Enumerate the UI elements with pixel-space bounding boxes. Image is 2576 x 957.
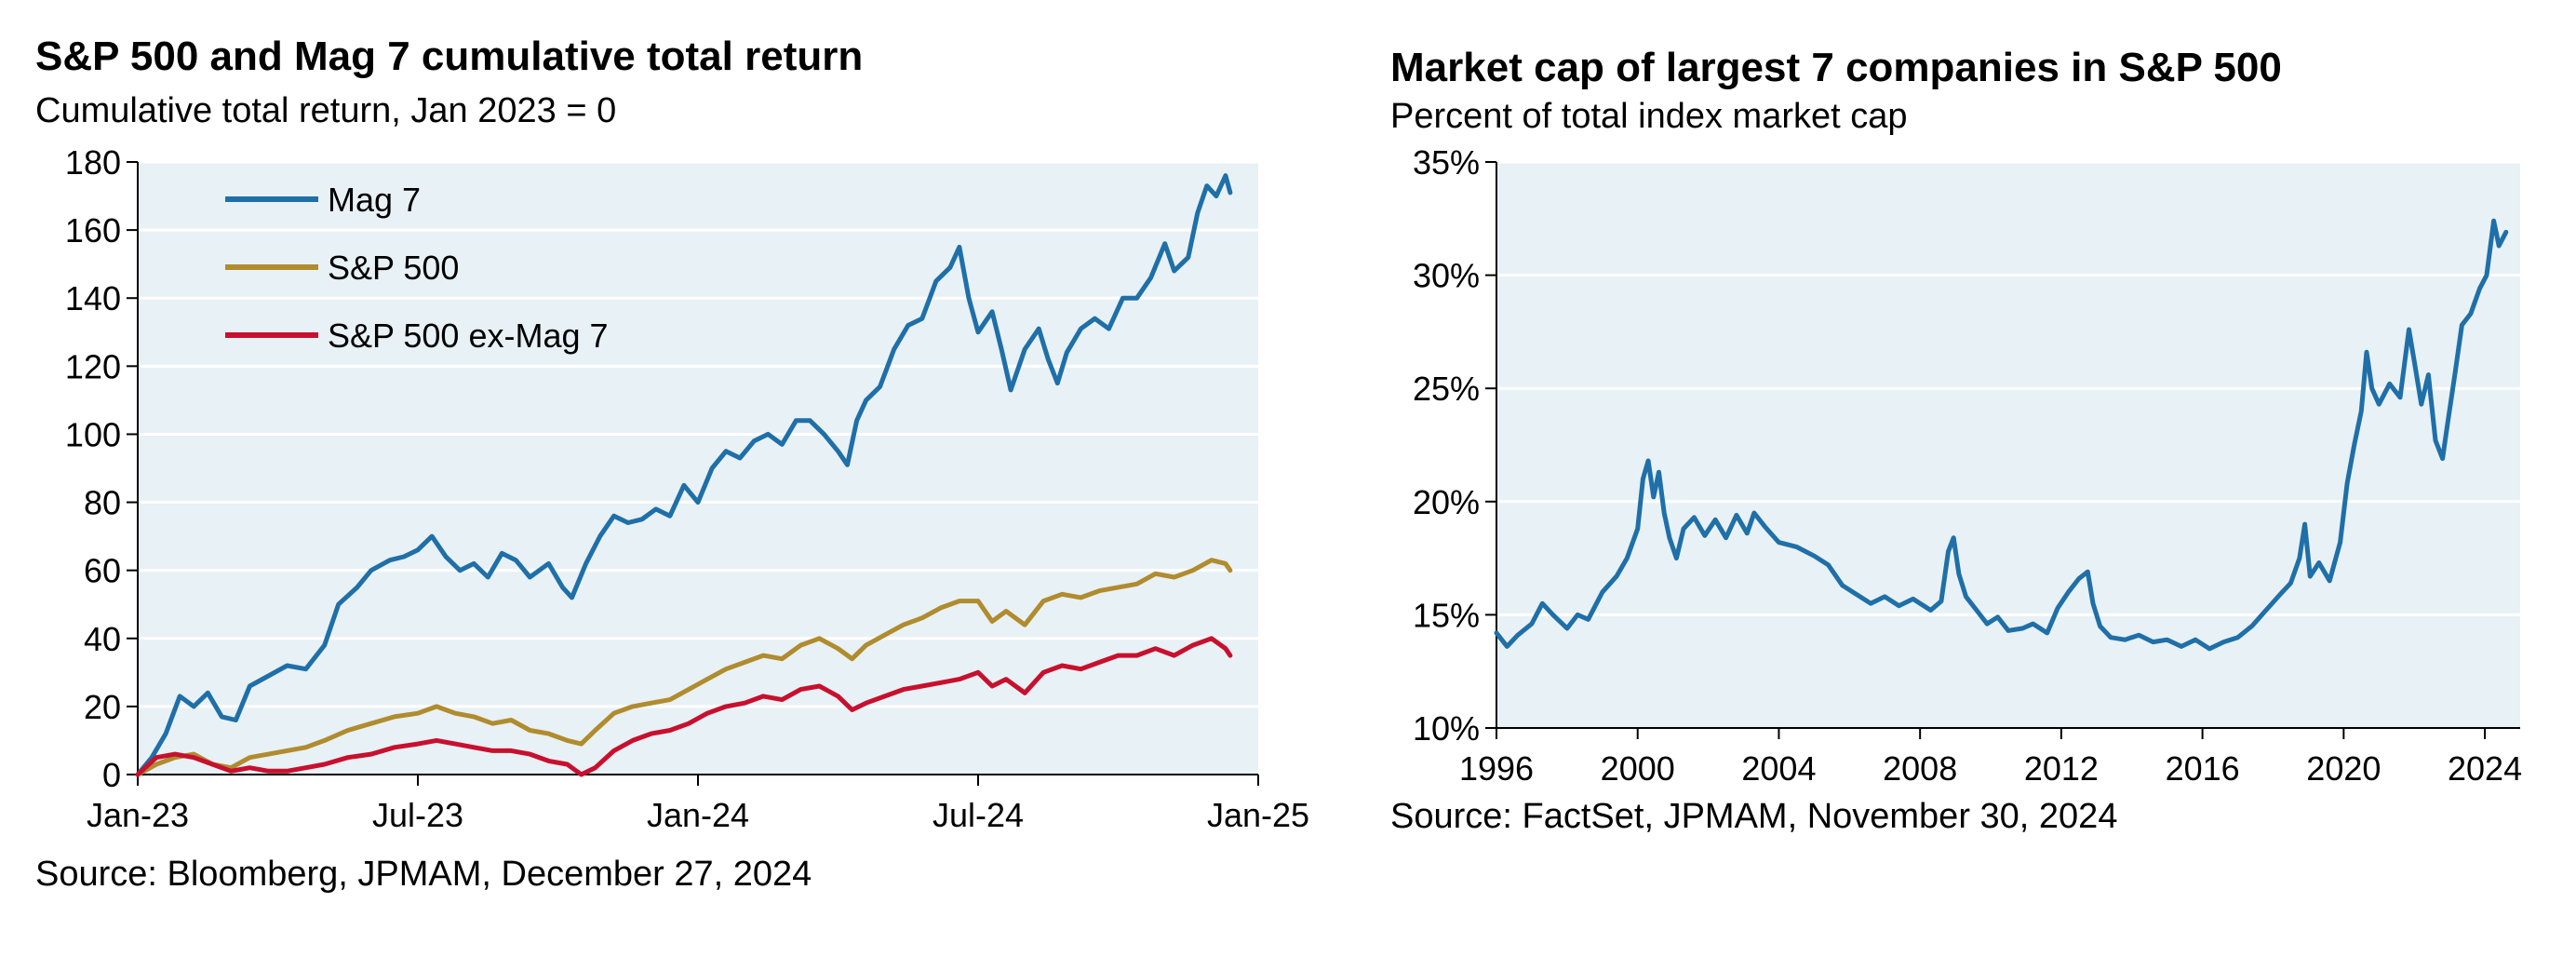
series-line-1 [135, 173, 1233, 777]
x-tick-label: 2016 [2166, 749, 2240, 788]
left-chart-panel: S&P 500 and Mag 7 cumulative total retur… [35, 34, 1309, 894]
x-tick-label: 2020 [2306, 749, 2381, 788]
y-tick-label: 30% [1413, 257, 1480, 295]
right-chart-panel: Market cap of largest 7 companies in S&P… [1377, 0, 2576, 957]
y-tick-label: 160 [65, 211, 121, 249]
y-tick-label: 140 [65, 279, 121, 317]
series-line-1 [1494, 218, 2509, 652]
x-tick-label: 2024 [2448, 749, 2522, 788]
series-line-3 [135, 636, 1233, 777]
x-tick-label: 2004 [1741, 749, 1816, 788]
left-chart-source: Source: Bloomberg, JPMAM, December 27, 2… [35, 855, 812, 894]
y-tick-label: 180 [65, 143, 121, 182]
y-tick-label: 40 [84, 620, 121, 658]
y-tick-label: 35% [1413, 143, 1480, 182]
legend-label-1: Mag 7 [328, 181, 421, 219]
y-tick-label: 120 [65, 347, 121, 385]
y-tick-label: 20 [84, 688, 121, 726]
legend-label-2: S&P 500 [328, 249, 459, 287]
x-tick-label: 2012 [2024, 749, 2099, 788]
y-tick-label: 80 [84, 484, 121, 522]
right-chart-subtitle: Percent of total index market cap [1390, 97, 1908, 136]
x-tick-label: Jan-23 [87, 796, 189, 834]
legend-label-3: S&P 500 ex-Mag 7 [328, 317, 609, 355]
y-tick-label: 60 [84, 552, 121, 590]
y-tick-label: 15% [1413, 596, 1480, 634]
left-chart-subtitle: Cumulative total return, Jan 2023 = 0 [35, 91, 617, 130]
y-tick-label: 25% [1413, 370, 1480, 408]
plot-area [1496, 162, 2520, 728]
y-tick-label: 10% [1413, 709, 1480, 748]
x-tick-label: Jan-25 [1207, 796, 1309, 834]
right-chart-source: Source: FactSet, JPMAM, November 30, 202… [1390, 797, 2118, 836]
y-tick-label: 20% [1413, 483, 1480, 521]
x-tick-label: Jan-24 [647, 796, 749, 834]
x-tick-label: 2000 [1601, 749, 1675, 788]
left-chart-svg: 0 20 40 60 80 100 120 140 160 180 Jan-23 Jul-23 Jan-… [65, 143, 1309, 834]
left-chart-title: S&P 500 and Mag 7 cumulative total retur… [35, 34, 864, 79]
right-chart-svg: 10% 15% 20% 25% 30% 35% 1996 2000 2004 2008 2012 20… [1413, 143, 2522, 788]
x-tick-label: 1996 [1459, 749, 1534, 788]
x-tick-label: Jul-24 [932, 796, 1024, 834]
y-tick-label: 100 [65, 415, 121, 453]
x-tick-label: 2008 [1883, 749, 1957, 788]
plot-area [138, 162, 1258, 775]
right-chart-title: Market cap of largest 7 companies in S&P… [1390, 45, 2282, 90]
y-tick-label: 0 [102, 756, 121, 794]
series-line-2 [135, 558, 1233, 777]
x-tick-label: Jul-23 [372, 796, 463, 834]
